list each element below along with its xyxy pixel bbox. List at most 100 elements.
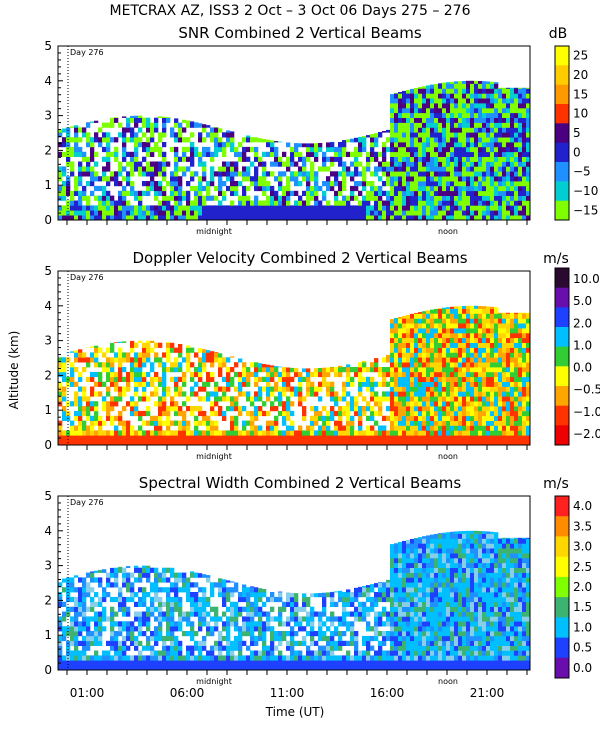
field-cell bbox=[410, 142, 415, 148]
field-cell bbox=[62, 655, 67, 661]
field-cell bbox=[270, 401, 275, 407]
field-cell bbox=[94, 137, 99, 143]
field-cell bbox=[110, 606, 115, 612]
field-cell bbox=[366, 205, 371, 211]
field-cell bbox=[270, 391, 275, 397]
field-cell bbox=[462, 122, 467, 128]
field-cell bbox=[254, 181, 259, 187]
field-cell bbox=[142, 631, 147, 637]
field-cell bbox=[194, 215, 199, 221]
field-cell bbox=[390, 156, 395, 162]
field-cell bbox=[198, 430, 203, 436]
field-cell bbox=[122, 440, 127, 446]
field-cell bbox=[194, 406, 199, 412]
field-cell bbox=[302, 166, 307, 172]
field-cell bbox=[506, 401, 511, 407]
field-cell bbox=[174, 592, 179, 598]
field-cell bbox=[82, 132, 87, 138]
field-cell bbox=[218, 371, 223, 378]
field-cell bbox=[150, 362, 155, 368]
field-cell bbox=[62, 362, 67, 368]
field-cell bbox=[178, 185, 183, 192]
field-cell bbox=[102, 215, 107, 221]
field-cell bbox=[82, 156, 87, 162]
field-cell bbox=[458, 88, 463, 94]
field-cell bbox=[110, 171, 115, 177]
field-cell bbox=[478, 98, 483, 104]
field-cell bbox=[202, 185, 207, 192]
field-cell bbox=[482, 122, 487, 128]
field-cell bbox=[174, 185, 179, 192]
field-cell bbox=[70, 430, 75, 436]
field-cell bbox=[114, 567, 119, 573]
field-cell bbox=[346, 200, 351, 206]
field-cell bbox=[410, 391, 415, 397]
field-cell bbox=[78, 587, 83, 593]
field-cell bbox=[430, 352, 435, 358]
field-cell bbox=[170, 367, 175, 373]
field-cell bbox=[394, 107, 399, 114]
field-cell bbox=[118, 596, 123, 603]
field-cell bbox=[206, 371, 211, 378]
field-cell bbox=[202, 137, 207, 143]
field-cell bbox=[422, 406, 427, 412]
field-cell bbox=[482, 156, 487, 162]
field-cell bbox=[114, 430, 119, 436]
field-cell bbox=[498, 337, 503, 343]
field-cell bbox=[338, 435, 343, 441]
field-cell bbox=[118, 171, 123, 177]
field-cell bbox=[318, 210, 323, 216]
field-cell bbox=[482, 142, 487, 148]
field-cell bbox=[114, 381, 119, 387]
field-cell bbox=[514, 406, 519, 412]
field-cell bbox=[366, 200, 371, 206]
field-cell bbox=[138, 660, 143, 666]
field-cell bbox=[474, 362, 479, 368]
field-cell bbox=[98, 440, 103, 446]
field-cell bbox=[70, 151, 75, 157]
field-cell bbox=[134, 386, 139, 392]
field-cell bbox=[494, 376, 499, 382]
field-cell bbox=[474, 357, 479, 363]
field-cell bbox=[394, 328, 399, 334]
field-cell bbox=[454, 342, 459, 348]
field-cell bbox=[518, 323, 523, 329]
field-cell bbox=[174, 161, 179, 167]
field-cell bbox=[58, 645, 63, 651]
field-cell bbox=[390, 406, 395, 412]
field-cell bbox=[394, 117, 399, 123]
field-cell bbox=[214, 127, 219, 133]
field-cell bbox=[358, 142, 363, 148]
field-cell bbox=[410, 93, 415, 99]
field-cell bbox=[434, 313, 439, 319]
field-cell bbox=[370, 181, 375, 187]
field-cell bbox=[326, 391, 331, 397]
field-cell bbox=[126, 587, 131, 593]
field-cell bbox=[134, 122, 139, 128]
field-cell bbox=[426, 85, 431, 89]
field-cell bbox=[174, 420, 179, 426]
field-cell bbox=[250, 410, 255, 417]
field-cell bbox=[402, 396, 407, 402]
field-cell bbox=[222, 210, 227, 216]
field-cell bbox=[518, 127, 523, 133]
field-cell bbox=[466, 181, 471, 187]
field-cell bbox=[230, 601, 235, 607]
field-cell bbox=[510, 103, 515, 109]
field-cell bbox=[494, 200, 499, 206]
field-cell bbox=[362, 205, 367, 211]
field-cell bbox=[322, 430, 327, 436]
field-cell bbox=[330, 171, 335, 177]
field-cell bbox=[134, 626, 139, 632]
field-cell bbox=[446, 440, 451, 446]
field-cell bbox=[122, 572, 127, 578]
field-cell bbox=[478, 215, 483, 221]
field-cell bbox=[246, 645, 251, 651]
field-cell bbox=[450, 146, 455, 153]
midnight-label: midnight bbox=[196, 227, 232, 236]
y-tick-label: 2 bbox=[44, 368, 52, 382]
field-cell bbox=[502, 210, 507, 216]
field-cell bbox=[450, 401, 455, 407]
field-cell bbox=[514, 215, 519, 221]
field-cell bbox=[506, 332, 511, 339]
